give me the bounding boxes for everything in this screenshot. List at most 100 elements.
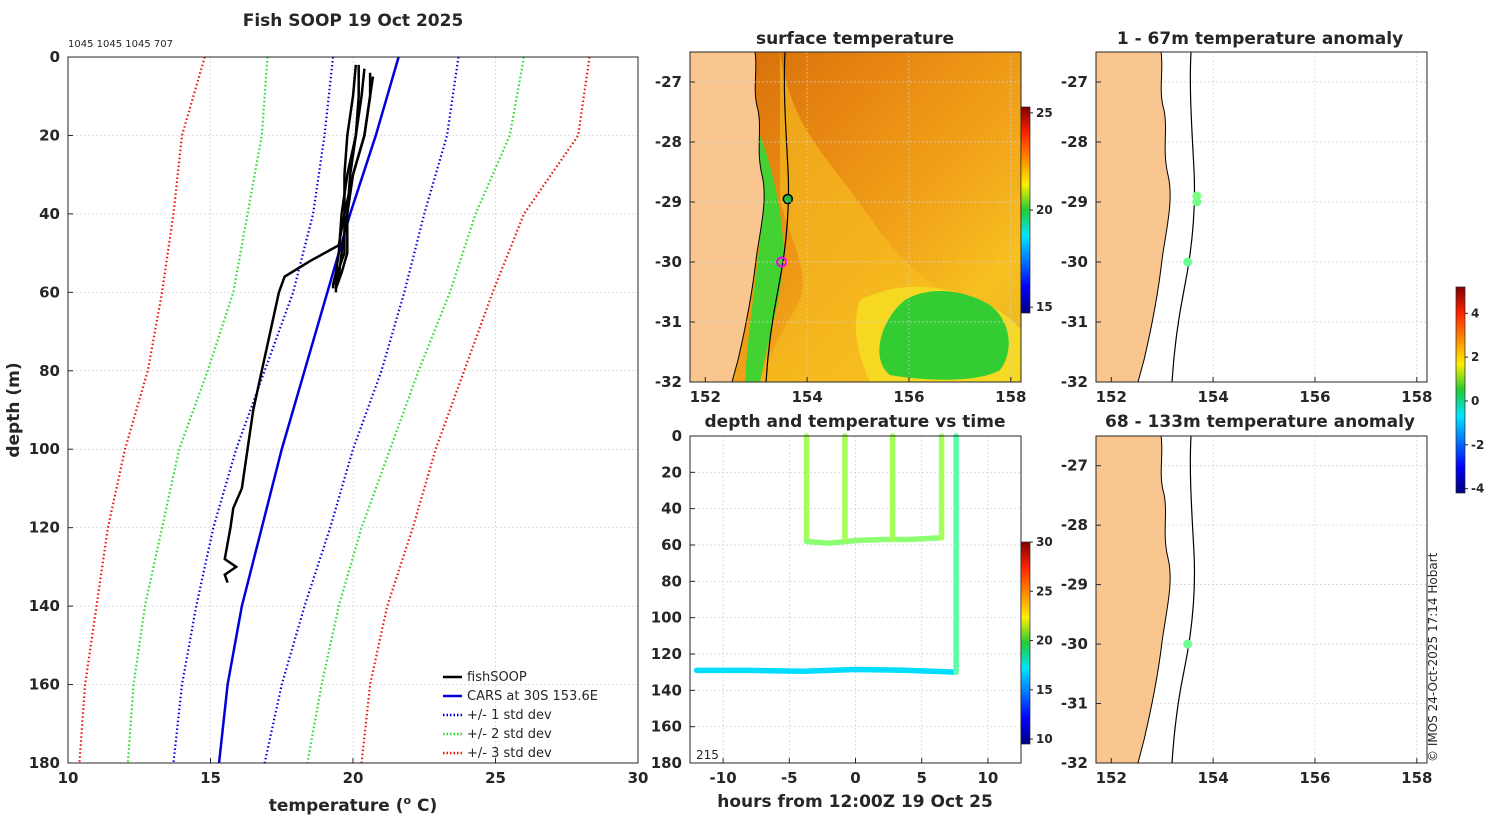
fish-profile-line (223, 72, 372, 584)
tick-label-y: -29 (1061, 576, 1088, 594)
colorbar-tick-label: 20 (1036, 203, 1053, 217)
colorbar-tick-label: 25 (1036, 584, 1053, 598)
sst-cold-eddy (879, 290, 1009, 380)
profile-legend: fishSOOP CARS at 30S 153.6E +/- 1 std dev +… (443, 670, 598, 761)
tick-label-x: 15 (200, 769, 221, 787)
legend-label: +/- 1 std dev (467, 708, 552, 723)
anomaly-upper-coastline (1171, 52, 1196, 382)
sst-coastal-band (745, 130, 784, 382)
tick-label-y: 140 (29, 597, 60, 615)
tick-label-y: 180 (651, 754, 682, 772)
time-track-segment (803, 534, 945, 546)
tick-label-y: 40 (39, 205, 60, 223)
anomaly-lower-coastline (1171, 436, 1196, 763)
tick-label-x: 152 (1096, 388, 1127, 406)
anomaly-lower-shoreline (1137, 436, 1171, 763)
colorbar-tick-label: -2 (1471, 438, 1484, 452)
legend-label: +/- 3 std dev (467, 746, 552, 761)
tick-label-x: 158 (995, 388, 1026, 406)
colorbar-tick-label: 0 (1471, 394, 1479, 408)
tick-label-y: 20 (39, 126, 60, 144)
time-annotation: 215 (696, 748, 719, 762)
time-xlabel: hours from 12:00Z 19 Oct 25 (717, 792, 993, 812)
tick-label-y: 180 (29, 754, 60, 772)
tick-label-y: -31 (1061, 695, 1088, 713)
cars-mean-line (217, 56, 400, 764)
tick-label-x: 158 (1401, 388, 1432, 406)
sst-land (690, 52, 765, 382)
anomaly-colorbar (1455, 286, 1466, 494)
std3-upper-line (360, 56, 591, 764)
time-chart: depth and temperature vs time -10 -5 0 5 100… (651, 412, 1053, 812)
surface-temperature-map: surface temperature 152 154 156 158 -27 -28 -2… (655, 29, 1053, 406)
tick-label-y: -29 (1061, 193, 1088, 211)
tick-label-y: 0 (50, 48, 60, 66)
std3-lower-line (78, 56, 206, 764)
tick-label-y: -31 (655, 313, 682, 331)
anomaly-upper-shoreline (1137, 52, 1171, 382)
tick-label-y: -28 (1061, 516, 1088, 534)
anomaly-upper-map: 1 - 67m temperature anomaly 152 154 156 158… (1061, 29, 1433, 406)
tick-label-x: 156 (1299, 388, 1330, 406)
anomaly-point (1192, 197, 1202, 207)
colorbar-tick-label: 10 (1036, 732, 1053, 746)
tick-label-y: -29 (655, 193, 682, 211)
tick-label-y: -27 (1061, 73, 1088, 91)
tick-label-y: -30 (655, 253, 682, 271)
tick-label-x: 154 (791, 388, 822, 406)
tick-label-y: 120 (29, 519, 60, 537)
sst-coastline (765, 52, 790, 382)
anomaly-point (1183, 257, 1193, 267)
std2-lower-line (126, 56, 269, 764)
tick-label-y: -32 (655, 373, 682, 391)
tick-label-y: -28 (655, 133, 682, 151)
std1-upper-line (263, 56, 460, 764)
time-title: depth and temperature vs time (705, 412, 1006, 432)
std2-upper-line (306, 56, 526, 764)
tick-label-x: 154 (1197, 769, 1228, 787)
tick-label-x: 10 (58, 769, 79, 787)
tick-label-x: 156 (893, 388, 924, 406)
legend-label: +/- 2 std dev (467, 727, 552, 742)
tick-label-y: 80 (661, 572, 682, 590)
fish-position-marker (782, 193, 794, 205)
colorbar-tick-label: 2 (1471, 350, 1479, 364)
legend-label: CARS at 30S 153.6E (467, 689, 598, 704)
tick-label-y: 160 (651, 718, 682, 736)
tick-label-y: 100 (29, 440, 60, 458)
colorbar-tick-label: -4 (1471, 482, 1484, 496)
tick-label-y: 140 (651, 681, 682, 699)
tick-label-y: 100 (651, 609, 682, 627)
time-track-segment (693, 666, 958, 675)
colorbar-tick-label: 25 (1036, 106, 1053, 120)
tick-label-x: 154 (1197, 388, 1228, 406)
tick-label-x: 30 (628, 769, 649, 787)
anomaly-lower-plot-area (1095, 435, 1428, 764)
tick-label-x: 20 (343, 769, 364, 787)
tick-label-y: -30 (1061, 635, 1088, 653)
tick-label-x: 10 (977, 769, 998, 787)
colorbar-tick-label: 15 (1036, 683, 1053, 697)
anomaly-lower-land (1096, 436, 1171, 763)
colorbar-tick-label: 30 (1036, 535, 1053, 549)
tick-label-x: 5 (916, 769, 926, 787)
surface-colorbar (1020, 106, 1031, 314)
tick-label-x: 156 (1299, 769, 1330, 787)
colorbar-tick-label: 20 (1036, 634, 1053, 648)
tick-label-y: 160 (29, 676, 60, 694)
legend-label: fishSOOP (467, 670, 527, 685)
anomaly-upper-title: 1 - 67m temperature anomaly (1117, 29, 1403, 49)
anomaly-upper-land (1096, 52, 1171, 382)
tick-label-y: 80 (39, 362, 60, 380)
figure-title: Fish SOOP 19 Oct 2025 (243, 11, 464, 31)
profile-xlabel: temperature (o C) (269, 794, 438, 816)
tick-label-y: -32 (1061, 754, 1088, 772)
anomaly-upper-plot-area (1095, 51, 1428, 383)
colorbar-tick-label: 15 (1036, 300, 1053, 314)
tick-label-y: -28 (1061, 133, 1088, 151)
tick-label-x: 25 (485, 769, 506, 787)
credit-text: © IMOS 24-Oct-2025 17:14 Hobart (1426, 552, 1440, 762)
anomaly-lower-title: 68 - 133m temperature anomaly (1105, 412, 1415, 432)
time-colorbar (1020, 541, 1031, 745)
